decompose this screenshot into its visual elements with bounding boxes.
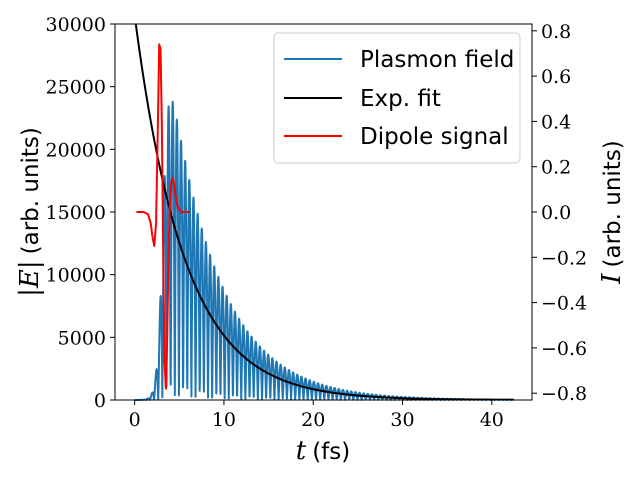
y-tick-label: 20000: [46, 139, 106, 161]
y2-tick-label: −0.8: [541, 383, 587, 405]
y-tick-label: 25000: [46, 77, 106, 99]
legend: Plasmon field Exp. fit Dipole signal: [273, 32, 521, 164]
legend-box: [273, 32, 521, 164]
x-tick-label: 40: [480, 409, 504, 431]
y2-axis-ticks: −0.8 −0.6 −0.4 −0.2 0.0 0.2 0.4 0.6 0.8: [532, 21, 587, 405]
series-line-dipole-signal: [136, 43, 191, 390]
series-line-exp-fit: [134, 24, 514, 400]
x-tick-label: 30: [390, 409, 414, 431]
y2-tick-label: 0.4: [541, 111, 571, 133]
y2-axis-label-unit: (arb. units): [600, 140, 626, 267]
y2-tick-label: 0.6: [541, 66, 571, 88]
x-tick-label: 20: [301, 409, 325, 431]
x-axis-ticks: 0 10 20 30 40: [129, 400, 504, 431]
y2-tick-label: 0.2: [541, 157, 571, 179]
legend-label-plasmon-field: Plasmon field: [360, 47, 514, 73]
y-tick-label: 5000: [58, 327, 106, 349]
y2-axis-label: I (arb. units): [597, 140, 627, 285]
y-axis-label: |E| (arb. units): [15, 127, 45, 297]
y2-tick-label: 0.8: [541, 21, 571, 43]
x-axis-label: t (fs): [296, 436, 350, 466]
legend-label-dipole-signal: Dipole signal: [360, 124, 509, 150]
y-tick-label: 10000: [46, 265, 106, 287]
y-tick-label: 15000: [46, 202, 106, 224]
y2-axis-label-variable: I: [597, 273, 627, 285]
y-tick-label: 0: [94, 390, 106, 412]
y2-tick-label: −0.2: [541, 247, 587, 269]
y2-tick-label: −0.4: [541, 293, 587, 315]
x-axis-label-variable: t: [296, 436, 307, 466]
y-axis-label-unit: (arb. units): [18, 127, 44, 254]
x-tick-label: 10: [212, 409, 236, 431]
y2-tick-label: −0.6: [541, 338, 587, 360]
y2-tick-label: 0.0: [541, 202, 571, 224]
x-axis-label-unit: (fs): [312, 439, 350, 465]
y-axis-label-variable: |E|: [15, 260, 45, 297]
x-tick-label: 0: [129, 409, 141, 431]
y-tick-label: 30000: [46, 14, 106, 36]
y-axis-ticks: 0 5000 10000 15000 20000 25000 30000: [46, 14, 115, 412]
legend-label-exp-fit: Exp. fit: [360, 86, 441, 112]
